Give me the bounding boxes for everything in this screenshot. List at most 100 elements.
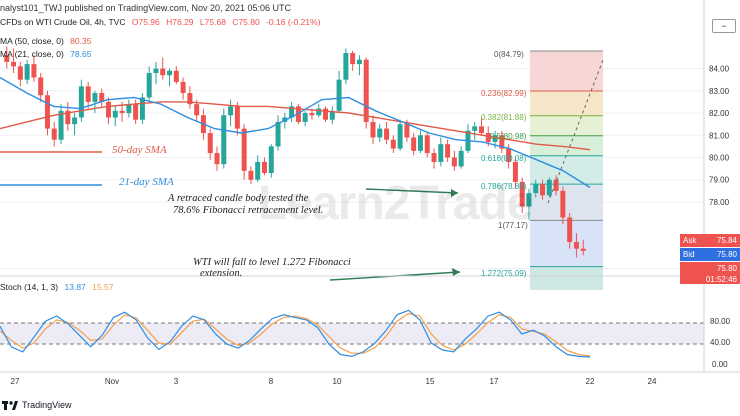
candle-body bbox=[350, 53, 356, 65]
retrace-annotation-line1: A retraced candle body tested the bbox=[168, 193, 309, 204]
symbol-line: CFDs on WTI Crude Oil, 4h, TVC O75.96 H7… bbox=[0, 17, 320, 27]
fib-zones bbox=[530, 51, 603, 290]
time-tick-label: 24 bbox=[647, 377, 657, 386]
ask-tag: Ask 75.84 bbox=[680, 234, 740, 247]
candle-body bbox=[58, 110, 64, 140]
candle-body bbox=[153, 68, 159, 74]
candle-body bbox=[485, 133, 491, 142]
time-tick-label: 22 bbox=[585, 377, 595, 386]
candle-body bbox=[112, 110, 118, 118]
fib-786-label: 0.786(78.80) bbox=[481, 182, 527, 191]
sma50-legend-label: MA (50, close, 0) bbox=[0, 36, 64, 46]
candle-body bbox=[248, 170, 254, 180]
sma21-line bbox=[0, 76, 591, 189]
candle-body bbox=[560, 190, 566, 218]
candle-body bbox=[370, 121, 376, 138]
retrace-annotation-line2: 78.6% Fibonacci retracement level. bbox=[173, 205, 324, 216]
price-tick-label: 83.00 bbox=[709, 87, 730, 96]
sma21-annotation: 21-day SMA bbox=[119, 176, 174, 188]
price-tick-label: 84.00 bbox=[709, 65, 730, 74]
price-tick-label: 81.00 bbox=[709, 131, 730, 140]
collapse-button[interactable]: − bbox=[712, 19, 736, 33]
candle-body bbox=[411, 137, 417, 151]
candle-body bbox=[492, 135, 498, 142]
wti-annotation-line2: extension. bbox=[200, 268, 243, 279]
fib-zone bbox=[530, 220, 603, 267]
candle-body bbox=[540, 184, 546, 196]
fib-0-label: 0(84.79) bbox=[494, 50, 524, 59]
footer-brand[interactable]: TradingView bbox=[22, 400, 72, 410]
candle-body bbox=[445, 144, 451, 158]
stoch-tick-80: 80.00 bbox=[710, 317, 731, 326]
candle-body bbox=[390, 139, 396, 149]
candle-body bbox=[316, 108, 322, 116]
candle-body bbox=[275, 121, 281, 147]
candle-body bbox=[173, 70, 179, 82]
candle-body bbox=[228, 106, 234, 116]
stoch-d-value: 15.57 bbox=[92, 282, 114, 292]
fib-236-label: 0.236(82.99) bbox=[481, 89, 527, 98]
sma21-legend[interactable]: MA (21, close, 0) 78.65 bbox=[0, 49, 91, 59]
candle-body bbox=[4, 55, 10, 62]
candle-body bbox=[363, 59, 369, 122]
candle-body bbox=[323, 108, 329, 120]
sma50-line bbox=[0, 101, 591, 151]
sma50-legend[interactable]: MA (50, close, 0) 80.35 bbox=[0, 36, 91, 46]
candle-body bbox=[17, 66, 23, 80]
candle-body bbox=[309, 113, 315, 116]
candle-body bbox=[119, 110, 125, 114]
candle-body bbox=[553, 179, 559, 191]
fib-1272-label: 1.272(75.09) bbox=[481, 269, 527, 278]
candle-body bbox=[92, 93, 98, 102]
stoch-legend[interactable]: Stoch (14, 1, 3) 13.87 15.57 bbox=[0, 282, 113, 292]
candle-body bbox=[38, 77, 44, 96]
time-tick-label: 27 bbox=[10, 377, 20, 386]
ask-value: 75.84 bbox=[716, 236, 737, 245]
sma50-annotation: 50-day SMA bbox=[112, 144, 167, 156]
ask-label: Ask bbox=[683, 236, 697, 245]
candle-body bbox=[139, 97, 145, 120]
fib-zone bbox=[530, 135, 603, 156]
candle-body bbox=[404, 124, 410, 138]
tradingview-logo-icon bbox=[2, 401, 18, 410]
bid-value: 75.80 bbox=[716, 250, 737, 259]
candle-body bbox=[580, 248, 586, 251]
candle-body bbox=[458, 150, 464, 167]
candle-body bbox=[506, 148, 512, 162]
fib-1-label: 1(77.17) bbox=[498, 221, 528, 230]
candle-body bbox=[478, 126, 484, 134]
candle-body bbox=[356, 59, 362, 65]
wti-annotation-line1: WTI will fall to level 1.272 Fibonacci bbox=[193, 257, 351, 268]
extension-arrow-head bbox=[452, 268, 460, 276]
watermark: Learn2Trade bbox=[258, 177, 533, 230]
candle-body bbox=[72, 117, 78, 125]
stoch-tick-40: 40.00 bbox=[710, 338, 731, 347]
candle-body bbox=[573, 241, 579, 249]
candle-body bbox=[519, 181, 525, 207]
footer-bar: TradingView bbox=[0, 394, 740, 416]
stoch-k-value: 13.87 bbox=[64, 282, 86, 292]
time-tick-label: Nov bbox=[104, 377, 120, 386]
retrace-arrow bbox=[365, 188, 459, 194]
candle-body bbox=[65, 110, 71, 125]
candle-body bbox=[44, 95, 50, 129]
candle-body bbox=[11, 61, 17, 67]
projection-line bbox=[547, 59, 604, 204]
candle-body bbox=[384, 128, 390, 140]
candle-body bbox=[255, 161, 261, 180]
candle-body bbox=[431, 153, 437, 162]
time-tick-label: 8 bbox=[268, 377, 274, 386]
last-price-tag: 75.80 bbox=[680, 262, 740, 275]
candle-body bbox=[289, 106, 295, 118]
symbol-name[interactable]: CFDs on WTI Crude Oil, 4h, TVC bbox=[0, 17, 126, 27]
stoch-k-line bbox=[0, 309, 591, 358]
candle-body bbox=[51, 128, 57, 140]
fib-zone bbox=[530, 155, 603, 185]
candle-body bbox=[438, 144, 444, 162]
fib-zone bbox=[530, 115, 603, 136]
bar-countdown: 01:52:46 bbox=[705, 274, 737, 284]
retrace-arrow-head bbox=[451, 189, 458, 197]
candle-body bbox=[397, 124, 403, 149]
candle-body bbox=[207, 133, 213, 154]
